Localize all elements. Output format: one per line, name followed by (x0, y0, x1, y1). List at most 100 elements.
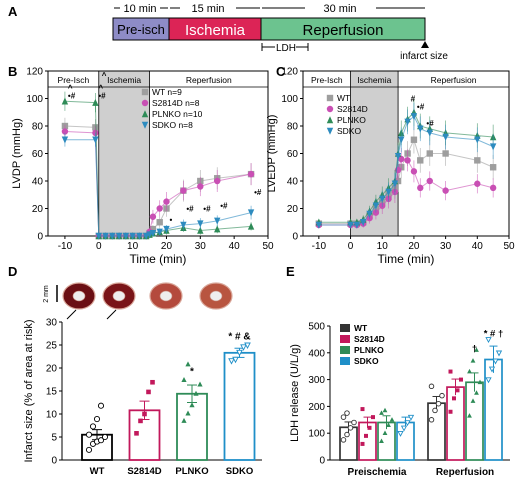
y-tick-label: 120 (26, 67, 43, 78)
data-point (389, 417, 395, 422)
data-point (367, 425, 372, 430)
y-tick-label: 0 (37, 232, 43, 243)
data-point (85, 446, 93, 453)
data-point (410, 168, 418, 175)
x-tick-label: 0 (348, 241, 354, 252)
phase-header-label: Pre-Isch (311, 75, 343, 85)
legend-label: S2814D n=8 (152, 98, 200, 108)
scale-bar-label: 2 mm (43, 285, 50, 303)
legend-swatch (340, 346, 350, 354)
panel-letter: E (286, 264, 295, 279)
significance-marker: * (190, 366, 194, 377)
legend-swatch (340, 335, 350, 343)
y-axis-label: LVDP (mmHg) (11, 118, 23, 189)
data-point (347, 221, 354, 229)
panel-letter-a: A (8, 4, 18, 19)
legend-marker (141, 99, 149, 107)
y-tick-label: 25 (46, 341, 58, 352)
data-point (353, 221, 361, 229)
data-point (136, 232, 143, 240)
data-point (101, 433, 109, 441)
heart-slice-lumen (159, 290, 173, 302)
data-point (426, 150, 433, 157)
data-point (492, 358, 499, 365)
data-point (485, 337, 492, 344)
arrow (106, 309, 117, 320)
data-point (163, 198, 170, 205)
series-line (318, 158, 494, 226)
x-tick-label: 0 (96, 241, 102, 252)
y-tick-label: 20 (287, 204, 299, 215)
data-point (360, 219, 367, 227)
data-point (163, 225, 170, 233)
legend-label: SDKO (354, 356, 379, 366)
significance-marker: •# (254, 188, 262, 197)
x-tick-label: 20 (161, 241, 173, 252)
y-tick-label: 5 (51, 433, 57, 444)
lvedp-chart: C Pre-Isch Ischemia Reperfusion -10 0 10 20 30 40… (266, 64, 515, 266)
data-point (470, 358, 476, 363)
y-tick-label: 60 (287, 149, 299, 160)
data-point (410, 113, 418, 121)
data-point (344, 410, 350, 416)
data-point (102, 232, 109, 240)
bar (465, 381, 484, 461)
data-point (156, 205, 163, 212)
data-point (185, 410, 191, 416)
x-tick-label: 40 (472, 241, 484, 252)
x-tick-label: -10 (312, 241, 327, 252)
data-point (150, 379, 155, 385)
x-tick-label: SDKO (226, 466, 253, 477)
x-tick-label: PLNKO (175, 466, 208, 477)
legend-label: SDKO n=8 (152, 120, 193, 130)
y-tick-label: 60 (32, 149, 44, 160)
heart-slice-lumen (112, 290, 126, 302)
data-point (432, 407, 438, 414)
data-point (364, 433, 368, 438)
y-tick-label: 300 (308, 375, 325, 386)
data-point (474, 347, 479, 352)
data-point (474, 390, 479, 395)
data-point (417, 184, 424, 192)
y-tick-label: 100 (26, 94, 43, 105)
data-point (156, 228, 163, 236)
data-point (398, 155, 405, 163)
bar (223, 351, 256, 461)
significance-marker: •# (417, 103, 425, 112)
bar (484, 358, 503, 461)
ischemia-band (98, 71, 150, 236)
y-tick-label: 200 (308, 402, 325, 413)
data-point (197, 220, 204, 228)
data-point (340, 414, 347, 420)
data-point (97, 402, 105, 409)
legend-label: PLNKO (354, 345, 384, 355)
y-axis-label: Infarct size (% of area at risk) (23, 319, 35, 462)
data-point (240, 344, 247, 351)
data-point (85, 431, 93, 438)
legend-marker (326, 116, 334, 124)
data-point (232, 356, 239, 364)
y-tick-label: 0 (319, 456, 325, 467)
legend-label: PLNKO n=10 (152, 109, 203, 119)
data-point (372, 202, 380, 210)
y-tick-label: 80 (287, 122, 299, 133)
y-tick-label: 400 (308, 348, 325, 359)
y-tick-label: 10 (46, 410, 58, 421)
data-point (236, 349, 243, 357)
legend-label: WT (337, 93, 350, 103)
data-point (417, 157, 424, 164)
data-point (489, 143, 497, 151)
data-point (382, 430, 388, 435)
data-point (149, 230, 157, 238)
ldh-label: LDH (276, 43, 296, 54)
significance-marker: •# (186, 204, 194, 213)
x-tick-label: WT (90, 466, 105, 477)
data-point (180, 187, 187, 194)
data-point (197, 226, 204, 234)
y-axis-label: LDH release (U/L/g) (289, 344, 301, 442)
data-point (404, 157, 411, 164)
x-tick-label: 20 (408, 241, 420, 252)
data-point (379, 410, 384, 415)
data-point (442, 150, 449, 157)
data-point (142, 232, 150, 240)
